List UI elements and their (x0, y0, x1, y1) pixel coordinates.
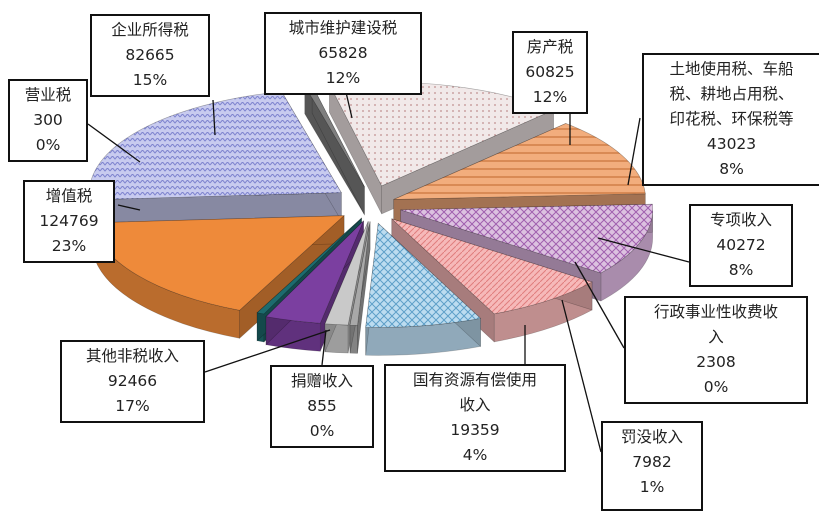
slice-3 (391, 218, 593, 315)
label-urban-maintenance-tax: 城市维护建设税 65828 12% (264, 12, 422, 95)
label-property-tax: 房产税 60825 12% (512, 31, 588, 114)
leader-line-9 (204, 329, 331, 373)
leader-line-6 (561, 299, 602, 453)
slice-10 (89, 91, 342, 201)
slice-8 (256, 217, 362, 315)
slice-2 (400, 203, 653, 274)
slice-1 (393, 123, 646, 200)
label-other-non-tax-income: 其他非税收入 92466 17% (60, 340, 205, 423)
label-business-tax: 营业税 300 0% (8, 79, 88, 162)
label-administrative-fees: 行政事业性收费收 入 2308 0% (624, 296, 808, 404)
label-donation-income: 捐赠收入 855 0% (270, 365, 374, 448)
leader-line-4 (597, 237, 690, 263)
slice-5 (349, 221, 371, 326)
leader-line-8 (321, 329, 327, 366)
slice-4 (365, 222, 482, 328)
label-land-use-and-other-taxes: 土地使用税、车船 税、耕地占用税、 印花税、环保税等 43023 8% (642, 53, 819, 186)
slice-6 (324, 221, 369, 326)
label-vat: 增值税 124769 23% (23, 180, 115, 263)
slice-7 (265, 220, 364, 324)
leader-line-10 (117, 204, 141, 211)
label-fines-confiscation: 罚没收入 7982 1% (601, 421, 703, 511)
label-special-income: 专项收入 40272 8% (689, 204, 793, 287)
leader-line-5 (574, 261, 625, 349)
label-enterprise-income-tax: 企业所得税 82665 15% (90, 14, 210, 97)
leader-line-3 (627, 117, 641, 186)
leader-line-0 (212, 99, 216, 136)
label-state-resource-income: 国有资源有偿使用 收入 19359 4% (384, 364, 566, 472)
leader-line-11 (87, 123, 141, 163)
